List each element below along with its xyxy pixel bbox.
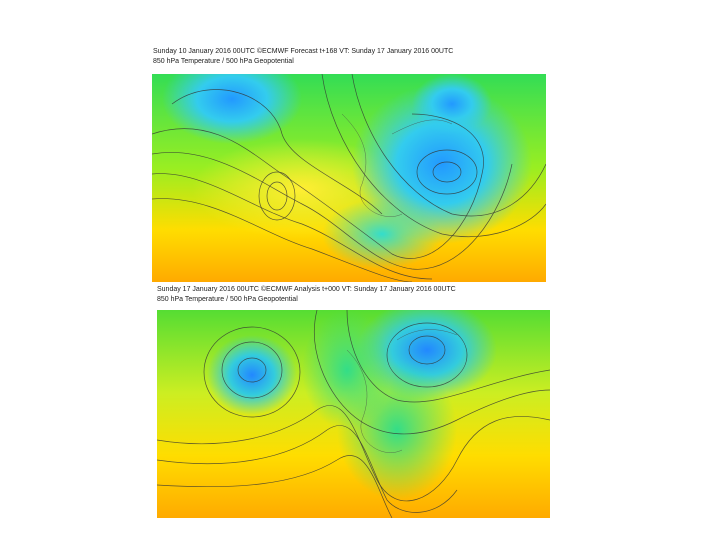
forecast-map: [152, 74, 546, 282]
map-subtitle: 850 hPa Temperature / 500 hPa Geopotenti…: [153, 58, 294, 65]
map-title: Sunday 10 January 2016 00UTC ©ECMWF Fore…: [153, 48, 454, 55]
map-subtitle: 850 hPa Temperature / 500 hPa Geopotenti…: [157, 296, 298, 303]
map-title: Sunday 17 January 2016 00UTC ©ECMWF Anal…: [157, 286, 456, 293]
analysis-map: [157, 310, 550, 518]
